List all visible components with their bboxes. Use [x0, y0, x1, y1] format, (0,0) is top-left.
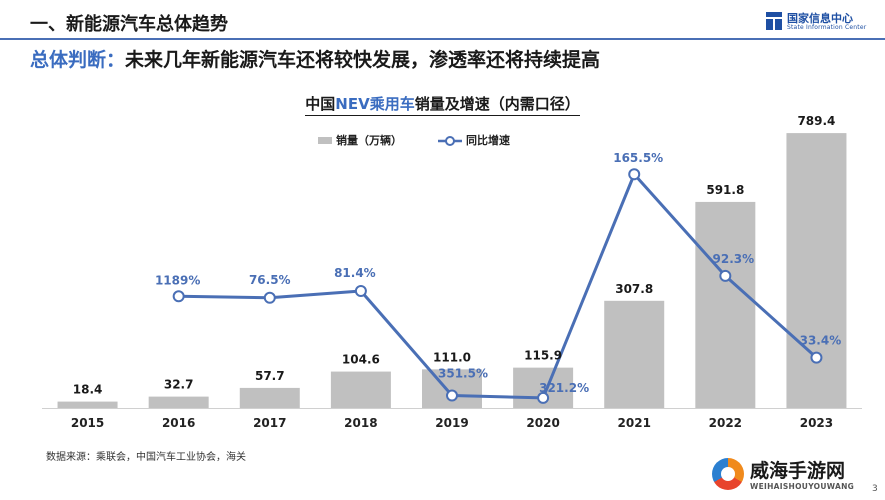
x-tick-2023: 2023 [800, 416, 833, 430]
slide-header: 一、新能源汽车总体趋势 国家信息中心 State Information Cen… [0, 0, 885, 44]
bar-2019 [422, 369, 482, 408]
watermark-name-cn: 威海手游网 [750, 460, 846, 482]
bar-label-2022: 591.8 [706, 183, 744, 197]
bar-label-2016: 32.7 [164, 378, 194, 392]
bar-label-2019: 111.0 [433, 350, 471, 364]
x-tick-2017: 2017 [253, 416, 286, 430]
watermark-logo-icon [712, 458, 744, 490]
growth-point-2017 [263, 291, 276, 304]
x-tick-2016: 2016 [162, 416, 195, 430]
logo-name-cn: 国家信息中心 [787, 12, 853, 25]
bar-2017 [239, 387, 300, 408]
growth-label-2023: 33.4% [800, 334, 842, 348]
page-number: 3 [872, 484, 878, 494]
growth-point-2016 [172, 290, 185, 303]
chart-title-prefix: 中国 [305, 95, 336, 113]
x-tick-2021: 2021 [618, 416, 651, 430]
growth-label-2021: 165.5% [613, 151, 663, 165]
x-tick-2020: 2020 [526, 416, 559, 430]
x-tick-2018: 2018 [344, 416, 377, 430]
growth-label-2022: 92.3% [713, 252, 755, 266]
growth-point-2023 [810, 351, 823, 364]
bar-label-2020: 115.9 [524, 349, 562, 363]
bar-label-2017: 57.7 [255, 369, 285, 383]
legend-bar-swatch [318, 137, 332, 144]
bar-label-2021: 307.8 [615, 282, 653, 296]
bar-label-2015: 18.4 [73, 383, 103, 397]
growth-point-2018 [354, 284, 367, 297]
growth-label-2018: 81.4% [334, 266, 376, 280]
legend-line-label: 同比增速 [466, 133, 510, 147]
growth-label-2017: 76.5% [249, 273, 291, 287]
legend-bar-label: 销量（万辆） [336, 133, 402, 147]
growth-point-2021 [628, 168, 641, 181]
x-tick-2019: 2019 [435, 416, 468, 430]
growth-label-2019: 351.5% [438, 367, 488, 381]
growth-label-2016: 1189% [155, 273, 200, 287]
bar-2022 [695, 201, 756, 408]
bar-2015 [57, 401, 118, 408]
header-divider [0, 38, 885, 40]
bar-label-2018: 104.6 [342, 353, 380, 367]
bar-2021 [604, 300, 665, 408]
growth-point-2022 [719, 269, 732, 282]
bar-2016 [148, 396, 209, 408]
watermark: 威海手游网 WEIHAISHOUYOUWANG [712, 456, 882, 496]
growth-point-2020 [537, 391, 550, 404]
judgement-text: 未来几年新能源汽车还将较快发展，渗透率还将持续提高 [125, 49, 601, 71]
judgement-label: 总体判断： [30, 49, 126, 71]
growth-label-2020: 321.2% [539, 381, 589, 395]
bar-2018 [330, 371, 391, 408]
bar-label-2023: 789.4 [797, 114, 835, 128]
bar-2023 [786, 133, 847, 408]
logo-name-en: State Information Center [787, 24, 867, 31]
chart-title: 中国NEV乘用车销量及增速（内需口径） [0, 93, 885, 116]
growth-point-2019 [446, 389, 458, 402]
overall-judgement: 总体判断：未来几年新能源汽车还将较快发展，渗透率还将持续提高 [30, 45, 600, 72]
x-tick-2022: 2022 [709, 416, 742, 430]
section-title: 一、新能源汽车总体趋势 [30, 14, 228, 35]
watermark-name-en: WEIHAISHOUYOUWANG [750, 482, 855, 491]
x-tick-2015: 2015 [71, 416, 104, 430]
logo-mark-icon [766, 12, 782, 30]
chart-title-highlight: NEV乘用车 [335, 95, 415, 113]
chart-title-suffix: 销量及增速（内需口径） [414, 95, 580, 113]
legend-line-marker [445, 136, 455, 146]
growth-rate-line [178, 172, 818, 400]
source-note: 数据来源：乘联会，中国汽车工业协会，海关 [46, 452, 246, 463]
